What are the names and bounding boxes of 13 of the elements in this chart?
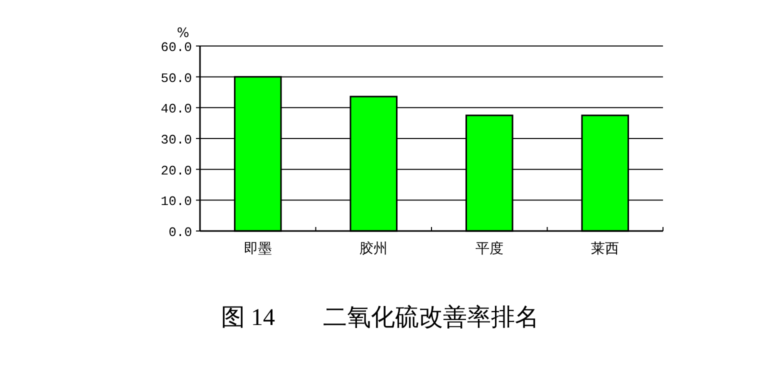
y-tick-label: 20.0	[160, 163, 192, 178]
y-tick-label: 60.0	[160, 40, 192, 55]
x-tick-label: 平度	[475, 241, 504, 257]
x-tick-label: 胶州	[360, 241, 388, 257]
y-tick-label: 50.0	[160, 70, 192, 86]
y-tick-label: 0.0	[168, 225, 192, 240]
x-tick-label: 莱西	[591, 241, 620, 257]
y-tick-label: 40.0	[160, 102, 192, 117]
text: 图 14 二氧化硫改善率排名	[221, 304, 539, 331]
y-tick-label: 10.0	[160, 194, 192, 210]
x-tick-label: 即墨	[244, 241, 272, 257]
y-tick-label: 30.0	[160, 132, 192, 148]
y-axis-title: %	[176, 26, 190, 41]
